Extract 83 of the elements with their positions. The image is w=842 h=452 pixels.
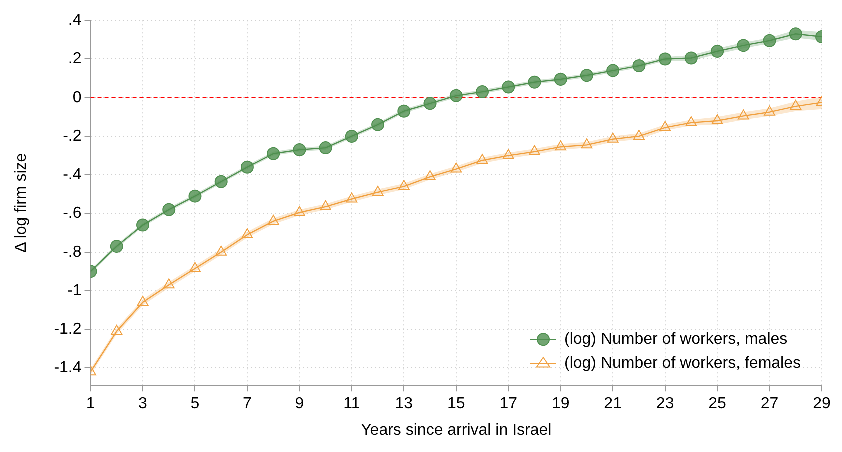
point [398,104,411,118]
x-tick-label: 15 [447,396,466,413]
legend-label: (log) Number of workers, females [564,355,801,372]
x-tick-label: 3 [138,396,148,413]
point [529,145,540,156]
x-tick-label: 25 [708,396,727,413]
x-tick-label: 1 [86,396,96,413]
point [424,170,436,181]
point [424,97,437,110]
y-tick-label: -.8 [63,244,82,261]
x-tick-label: 5 [190,396,200,413]
point [372,186,384,196]
y-tick-label: 0 [72,89,82,106]
point [789,28,802,41]
point [581,138,593,149]
point [137,296,149,306]
point [450,89,463,102]
point [633,130,645,140]
y-tick-label: -.2 [63,128,82,145]
x-axis-title: Years since arrival in Israel [361,422,552,439]
point [712,114,724,125]
x-tick-label: 19 [552,396,570,413]
x-tick-label: 13 [395,396,414,413]
point [790,100,802,110]
point [188,190,202,203]
y-tick-label: -.4 [63,166,82,184]
point [711,45,724,58]
point [136,218,150,232]
y-tick-label: -.6 [63,205,82,222]
point [580,69,594,82]
point [684,52,698,65]
point [214,175,228,188]
point [658,52,672,66]
x-tick-label: 27 [760,396,779,413]
y-tick-label: -1 [68,282,82,300]
point [606,64,620,78]
y-tick-label: .4 [68,12,82,30]
point [190,262,201,272]
x-tick-label: 7 [243,396,252,413]
point [162,203,176,216]
point [293,143,306,156]
y-tick-label: -1.2 [54,321,82,338]
x-tick-label: 17 [500,396,518,413]
point [346,192,358,203]
point [476,86,489,99]
y-tick-label: .2 [68,50,82,68]
legend-label: (log) Number of workers, males [564,331,788,348]
x-tick-label: 9 [295,396,304,413]
point [372,118,385,132]
point [502,80,516,94]
x-tick-label: 23 [656,396,674,413]
point [216,246,228,256]
point [163,278,175,289]
point [764,106,776,116]
point [110,240,124,254]
point [737,39,750,52]
point [319,142,332,155]
x-tick-label: 11 [344,396,360,413]
point [660,121,672,132]
point [450,162,462,173]
point [111,325,123,336]
point [345,130,358,143]
x-tick-label: 29 [813,396,831,413]
point [294,206,306,216]
point [268,214,280,225]
point [607,132,619,143]
point [240,160,254,174]
point [398,180,410,190]
point [476,154,488,164]
point [267,147,280,160]
point [763,34,776,48]
point [554,73,568,86]
point [738,110,750,120]
y-tick-label: -1.4 [54,360,82,377]
point [320,200,332,210]
x-tick-label: 21 [604,396,622,413]
point [502,149,514,160]
point [686,116,698,126]
point [242,228,254,238]
point [632,59,646,72]
y-axis-title: Δ log firm size [13,153,30,253]
point [555,140,567,151]
point [528,76,542,89]
